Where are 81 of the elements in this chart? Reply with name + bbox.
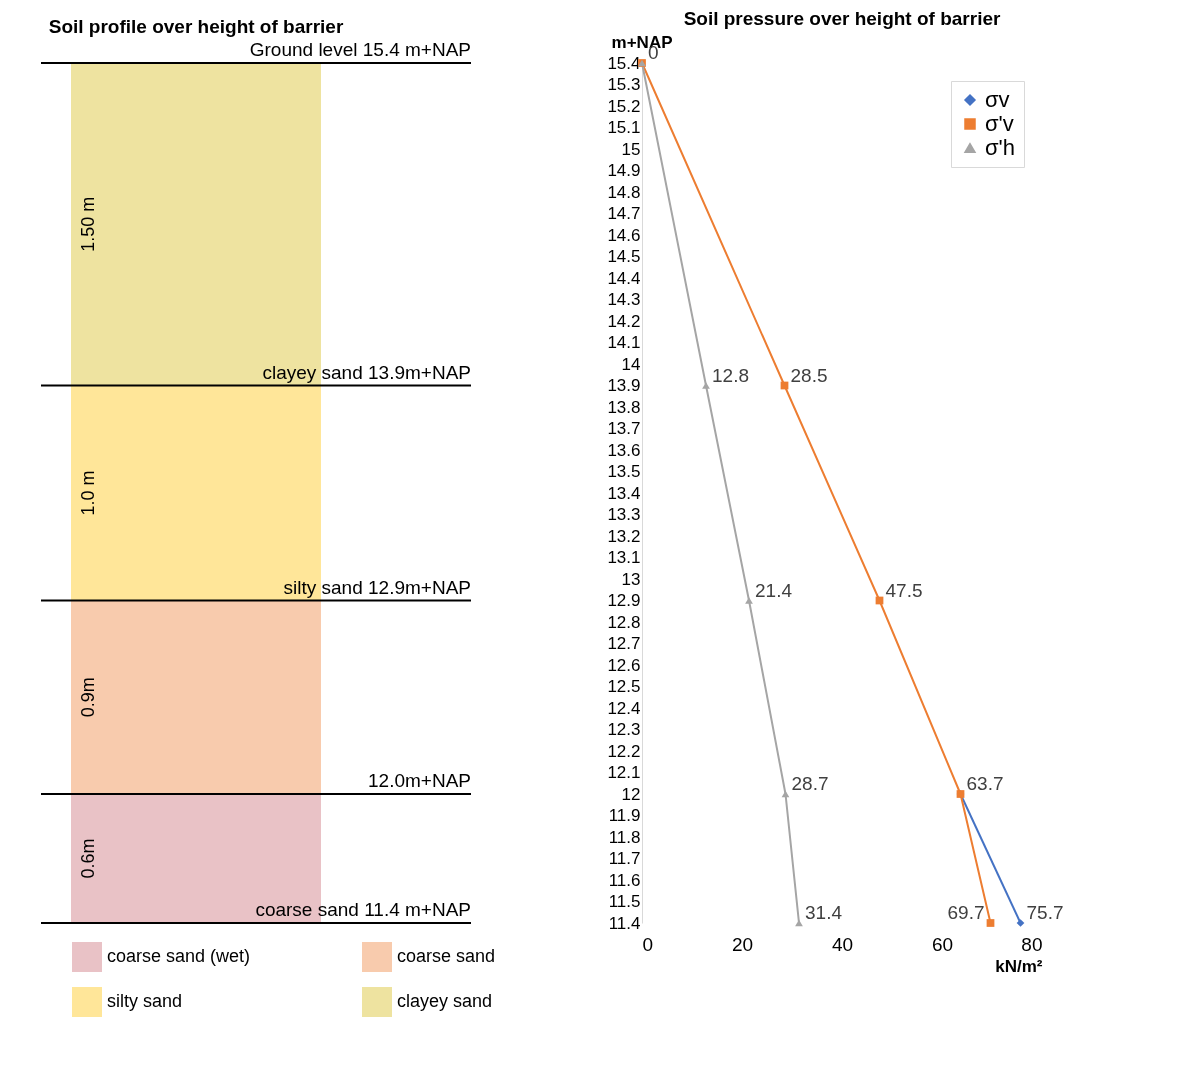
y-tick-label: 11.7 bbox=[608, 849, 641, 868]
y-tick-label: 14.2 bbox=[607, 311, 641, 331]
y-tick-label: 12.8 bbox=[607, 612, 641, 632]
y-tick-label: 13.5 bbox=[607, 462, 641, 481]
y-tick-label: 13 bbox=[621, 569, 641, 589]
text: Ground level 15.4 m+NAP bbox=[249, 39, 471, 60]
y-tick-label: 13.7 bbox=[607, 419, 641, 438]
y-tick-label: 12.1 bbox=[607, 763, 641, 782]
annotation: 75.7 bbox=[1026, 902, 1064, 923]
point bbox=[986, 919, 995, 927]
annotation: coarse sand 11.4 m+NAP bbox=[255, 899, 471, 920]
point bbox=[702, 382, 710, 389]
y-tick-label: 13.9 bbox=[607, 376, 641, 395]
point bbox=[1016, 919, 1025, 927]
y-tick-label: 11.5 bbox=[608, 892, 641, 911]
y-tick-label: 12.5 bbox=[607, 677, 641, 696]
y-tick-label: 14 bbox=[621, 354, 641, 374]
data-label: 1.50 m bbox=[78, 196, 98, 252]
annotation: 12.8 bbox=[712, 364, 749, 386]
x-tick-label: 80 bbox=[1021, 933, 1043, 955]
y-tick-label: 12.3 bbox=[607, 720, 641, 739]
y-tick-label: 13.3 bbox=[607, 505, 641, 524]
legend-label: σv bbox=[985, 87, 1010, 112]
annotation: clayey sand 13.9m+NAP bbox=[262, 361, 471, 383]
point bbox=[745, 597, 753, 604]
annotation: 28.5 bbox=[790, 364, 828, 386]
chart-title: Soil pressure over height of barrier bbox=[683, 8, 1001, 29]
y-tick-label: 12.4 bbox=[607, 698, 641, 718]
y-tick-label: 11.8 bbox=[608, 827, 641, 847]
y-tick-label: 12 bbox=[621, 784, 641, 804]
y-tick-label: 13.1 bbox=[607, 548, 641, 567]
y-tick-label: 11.4 bbox=[608, 913, 641, 933]
annotation: 28.7 bbox=[791, 773, 829, 794]
y-tick-label: 11.9 bbox=[608, 806, 641, 825]
bar bbox=[71, 385, 321, 601]
y-tick-label: 11.6 bbox=[608, 870, 641, 890]
text: 12.0m+NAP bbox=[368, 770, 471, 791]
annotation: silty sand 12.9m+NAP bbox=[283, 576, 471, 598]
annotation: 21.4 bbox=[755, 579, 793, 601]
bar bbox=[71, 600, 321, 794]
annotation: 63.7 bbox=[966, 773, 1004, 794]
y-tick-label: 15.3 bbox=[607, 75, 641, 94]
chart-title: Soil profile over height of barrier bbox=[48, 16, 344, 37]
y-tick-label: 15.1 bbox=[607, 118, 641, 137]
legend-label: σ'v bbox=[985, 111, 1014, 136]
y-tick-label: 15.2 bbox=[607, 96, 641, 116]
y-tick-label: 13.4 bbox=[607, 483, 641, 503]
data-label: 0.6m bbox=[78, 838, 98, 879]
legend-label: coarse sand bbox=[397, 946, 496, 966]
y-tick-label: 14.7 bbox=[607, 204, 641, 223]
y-tick-label: 12.9 bbox=[607, 591, 641, 610]
bar bbox=[71, 63, 321, 386]
x-tick-label: 0 bbox=[642, 933, 654, 955]
x-tick-label: 40 bbox=[831, 933, 854, 955]
annotation: 31.4 bbox=[805, 902, 843, 923]
y-tick-label: 14.8 bbox=[607, 182, 641, 202]
legend-label: coarse sand (wet) bbox=[107, 946, 251, 966]
data-label: 1.0 m bbox=[78, 470, 98, 516]
x-tick-label: 60 bbox=[931, 933, 954, 955]
y-tick-label: 14.4 bbox=[607, 268, 641, 288]
legend-label: clayey sand bbox=[397, 991, 493, 1011]
annotation: 47.5 bbox=[885, 579, 923, 601]
x-axis-title: kN/m² bbox=[995, 956, 1043, 976]
annotation: 69.7 bbox=[947, 902, 985, 923]
y-tick-label: 13.6 bbox=[607, 440, 641, 460]
y-tick-label: 14.5 bbox=[607, 247, 641, 266]
y-tick-label: 14.3 bbox=[607, 290, 641, 309]
y-tick-label: 13.8 bbox=[607, 397, 641, 417]
y-tick-label: 13.2 bbox=[607, 526, 641, 546]
y-tick-label: 14.6 bbox=[607, 225, 641, 245]
x-tick-label: 20 bbox=[731, 933, 754, 955]
y-tick-label: 15.4 bbox=[607, 53, 641, 73]
y-tick-label: 12.2 bbox=[607, 741, 641, 761]
data-label: 0.9m bbox=[78, 677, 98, 718]
y-tick-label: 14.9 bbox=[607, 161, 641, 180]
y-tick-label: 15 bbox=[621, 139, 641, 159]
y-tick-label: 14.1 bbox=[607, 333, 641, 352]
legend-label: silty sand bbox=[107, 991, 183, 1011]
y-tick-label: 12.6 bbox=[607, 655, 641, 675]
legend-label: σ'h bbox=[985, 135, 1016, 160]
y-tick-label: 12.7 bbox=[607, 634, 641, 653]
